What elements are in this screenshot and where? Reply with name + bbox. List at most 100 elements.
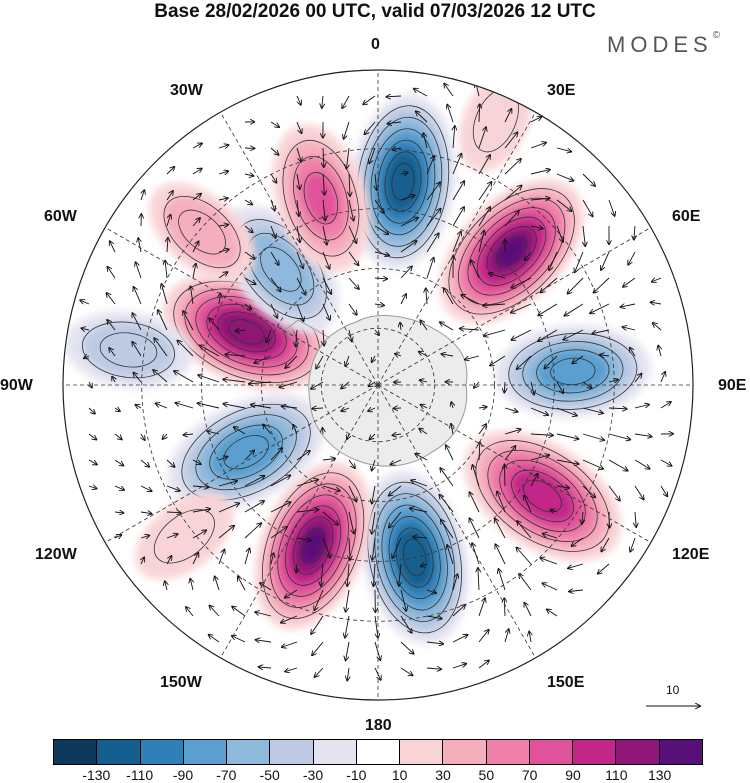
wind-vector — [260, 583, 272, 591]
wind-vector — [183, 434, 194, 435]
wind-vector — [153, 370, 168, 383]
wind-vector — [400, 641, 414, 654]
colorbar-swatch — [227, 740, 271, 764]
contour-line — [247, 232, 315, 306]
wind-vector — [440, 468, 454, 487]
wind-vector — [349, 173, 350, 196]
positive-anomaly — [149, 182, 255, 282]
contour-line — [536, 349, 610, 394]
wind-vector — [323, 147, 324, 167]
wind-vector — [582, 173, 595, 186]
wind-vector — [556, 433, 578, 439]
wind-vector — [348, 303, 357, 315]
wind-vector — [530, 117, 541, 123]
wind-vector — [389, 485, 402, 496]
wind-vector — [311, 615, 324, 634]
wind-vector — [504, 109, 511, 123]
wind-vector — [426, 668, 441, 669]
wind-vector — [478, 207, 490, 227]
wind-vector — [608, 199, 615, 216]
wind-vector — [166, 534, 178, 539]
wind-vector — [531, 381, 534, 395]
wind-vector — [386, 96, 402, 97]
wind-vector — [530, 434, 553, 435]
wind-vector — [166, 512, 181, 513]
wind-vector — [551, 510, 558, 512]
wind-vector — [270, 173, 276, 183]
contour-line — [388, 516, 441, 600]
wind-vector — [296, 538, 311, 541]
wind-vector — [538, 303, 558, 315]
wind-vector — [392, 434, 402, 435]
wind-vector — [563, 329, 584, 340]
wind-vector — [215, 576, 220, 591]
wind-vector — [440, 322, 454, 331]
wind-vector — [244, 199, 252, 204]
contour-band — [523, 480, 562, 512]
meridian-line — [105, 384, 379, 543]
wind-vector — [282, 406, 298, 408]
wind-vector — [634, 485, 644, 499]
wind-vector — [389, 511, 402, 528]
wind-vector — [348, 225, 356, 243]
colorbar-tick-label: -10 — [346, 767, 367, 783]
wind-vector — [209, 635, 220, 643]
contour-line — [475, 440, 610, 552]
map-title: Base 28/02/2026 00 UTC, valid 07/03/2026… — [154, 1, 596, 22]
wind-vector — [296, 480, 318, 487]
wind-vector — [186, 607, 194, 617]
wind-vector — [88, 433, 96, 440]
wind-vector — [140, 512, 152, 514]
colorbar-swatch — [270, 740, 314, 764]
wind-vector — [478, 155, 490, 175]
wind-vector — [190, 286, 193, 305]
lon-label-60e: 60E — [672, 208, 701, 225]
wind-vector — [630, 537, 636, 552]
wind-vector — [478, 182, 491, 201]
contour-line — [374, 493, 455, 622]
contour-line — [285, 505, 342, 586]
wind-vector — [608, 485, 620, 501]
wind-vector — [478, 424, 486, 435]
wind-vector — [387, 122, 402, 124]
wind-vector — [218, 249, 229, 252]
wind-vector — [114, 433, 122, 439]
contour-line — [303, 172, 339, 225]
wind-vector — [590, 303, 610, 313]
colorbar-swatch — [183, 740, 228, 764]
wind-vector — [608, 433, 630, 440]
colorbar-swatch — [443, 740, 487, 764]
wind-vector — [114, 512, 123, 513]
wind-vector — [270, 303, 277, 318]
wind-vector — [635, 511, 636, 527]
wind-vector — [322, 303, 330, 320]
wind-vector — [244, 225, 253, 232]
lon-label-0: 0 — [371, 36, 380, 53]
contour-line — [206, 303, 287, 360]
positive-anomaly — [439, 179, 584, 324]
wind-vector — [209, 606, 220, 617]
wind-vector — [88, 486, 97, 489]
contour-line — [292, 516, 334, 575]
wind-vector — [572, 355, 584, 363]
wind-vector — [296, 563, 297, 573]
wind-vector — [483, 304, 506, 306]
wind-vector — [582, 407, 603, 413]
wind-vector — [249, 382, 272, 384]
wind-vector — [582, 381, 592, 388]
wind-vector — [426, 616, 442, 619]
wind-vector — [141, 190, 144, 201]
contour-line — [467, 207, 556, 296]
wind-vector — [375, 173, 377, 190]
wind-vector — [348, 277, 359, 289]
wind-vector — [634, 374, 641, 383]
colorbar-tick-label: -110 — [126, 767, 154, 783]
wind-vector — [138, 238, 141, 253]
wind-vector — [608, 408, 627, 409]
wind-vector — [285, 667, 298, 672]
contour-line — [508, 332, 638, 410]
wind-vector — [369, 382, 376, 386]
wind-vector — [452, 664, 466, 669]
wind-vector — [140, 459, 149, 467]
wind-vector — [601, 251, 610, 270]
